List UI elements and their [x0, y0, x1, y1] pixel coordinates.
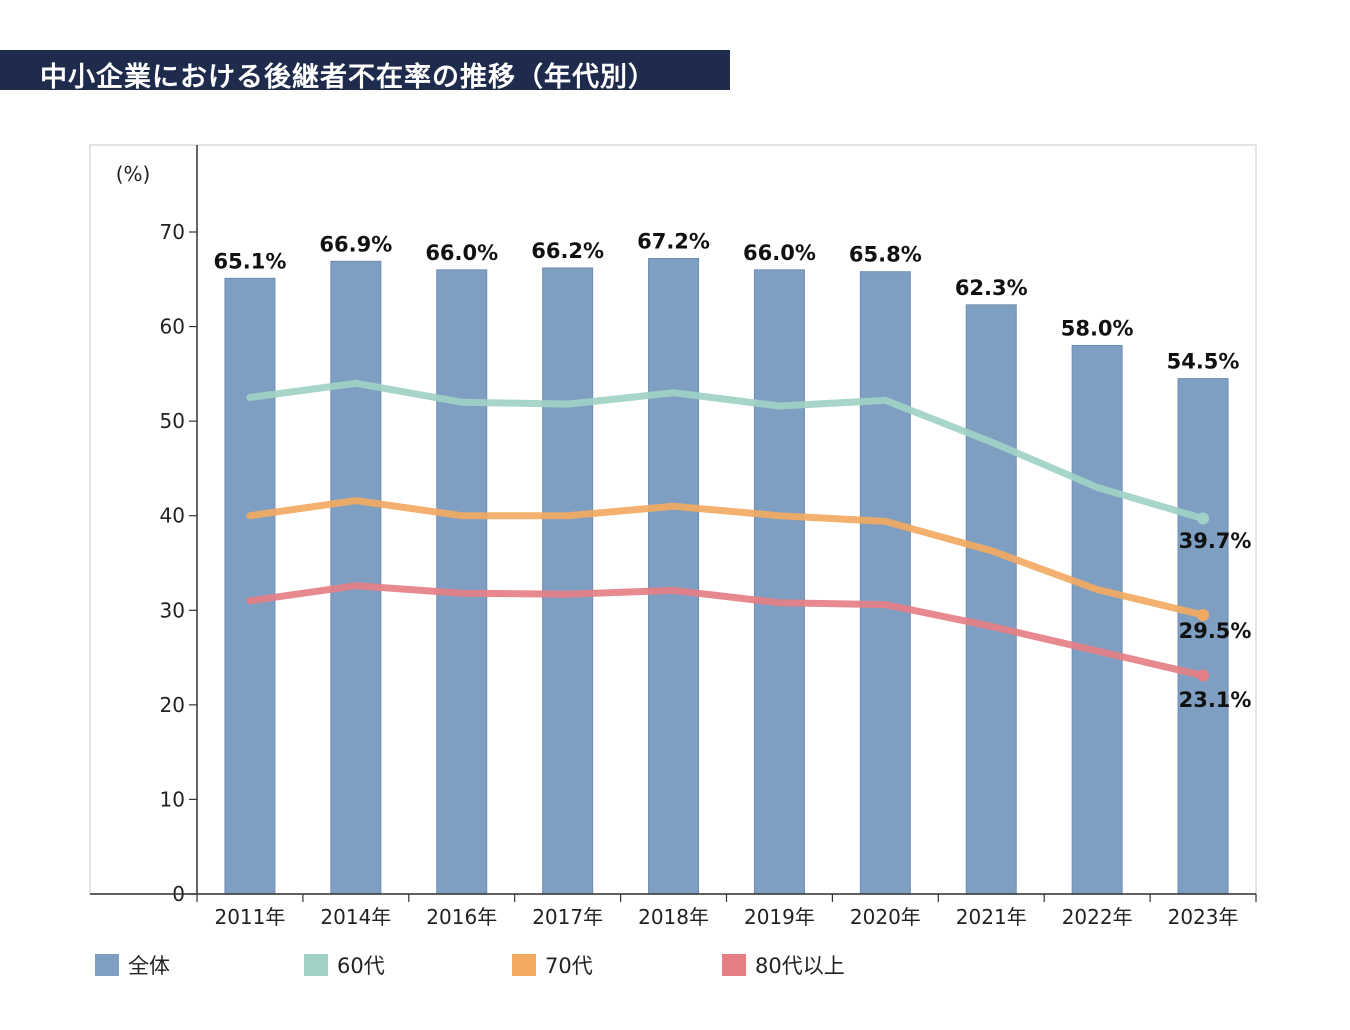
bar-2018年 — [648, 257, 700, 895]
bar-2014年 — [330, 260, 382, 895]
bar-2023年 — [1177, 378, 1229, 895]
legend-swatch-70代 — [512, 954, 536, 976]
x-tick-label: 2021年 — [956, 905, 1027, 929]
bar-data-label: 65.8% — [849, 243, 922, 267]
bar-2016年 — [436, 269, 488, 895]
legend-swatch-60代 — [304, 954, 328, 976]
x-tick-label: 2022年 — [1062, 905, 1133, 929]
x-tick-label: 2018年 — [638, 905, 709, 929]
line-end-label-70代: 29.5% — [1179, 619, 1252, 643]
x-tick-label: 2014年 — [320, 905, 391, 929]
line-endpoint-70代 — [1197, 609, 1210, 622]
bar-2022年 — [1071, 344, 1123, 895]
legend-swatch-80代以上 — [722, 954, 746, 976]
bar-2017年 — [542, 267, 594, 895]
bar-data-label: 58.0% — [1061, 316, 1134, 340]
y-tick-label: 50 — [160, 409, 185, 433]
bar-2019年 — [753, 269, 805, 895]
bar-2011年 — [224, 277, 276, 895]
y-tick-label: 20 — [160, 693, 185, 717]
chart-title-bar: 中小企業における後継者不在率の推移（年代別） — [0, 50, 730, 93]
x-tick-label: 2019年 — [744, 905, 815, 929]
line-endpoint-80代以上 — [1197, 669, 1210, 682]
y-tick-label: 10 — [160, 787, 185, 811]
bar-data-label: 66.0% — [425, 241, 498, 265]
x-tick-label: 2023年 — [1168, 905, 1239, 929]
y-tick-label: 60 — [160, 315, 185, 339]
line-end-label-80代以上: 23.1% — [1179, 688, 1252, 712]
line-70代 — [246, 497, 1207, 619]
bar-data-label: 54.5% — [1167, 350, 1240, 374]
legend-label-80代以上: 80代以上 — [755, 954, 845, 978]
legend-label-60代: 60代 — [337, 954, 385, 978]
bar-data-label: 67.2% — [637, 229, 710, 253]
bar-data-label: 65.1% — [214, 249, 287, 273]
x-tick-label: 2011年 — [214, 905, 285, 929]
bar-data-label: 66.9% — [319, 232, 392, 256]
line-end-label-60代: 39.7% — [1179, 529, 1252, 553]
x-tick-label: 2016年 — [426, 905, 497, 929]
chart-title: 中小企業における後継者不在率の推移（年代別） — [40, 62, 656, 93]
line-endpoint-60代 — [1197, 512, 1210, 525]
y-tick-label: 30 — [160, 598, 185, 622]
bar-data-label: 66.2% — [531, 239, 604, 263]
bar-2021年 — [965, 304, 1017, 895]
y-axis-unit: (%) — [116, 162, 151, 186]
x-tick-label: 2020年 — [850, 905, 921, 929]
line-80代以上 — [246, 582, 1207, 680]
y-tick-label: 40 — [160, 504, 185, 528]
bar-data-label: 62.3% — [955, 276, 1028, 300]
legend-swatch-全体 — [95, 954, 119, 976]
bar-2020年 — [859, 271, 911, 895]
line-60代 — [246, 379, 1207, 523]
y-tick-label: 70 — [160, 220, 185, 244]
legend-label-全体: 全体 — [128, 954, 170, 978]
x-tick-label: 2017年 — [532, 905, 603, 929]
bar-data-label: 66.0% — [743, 241, 816, 265]
legend-label-70代: 70代 — [545, 954, 593, 978]
